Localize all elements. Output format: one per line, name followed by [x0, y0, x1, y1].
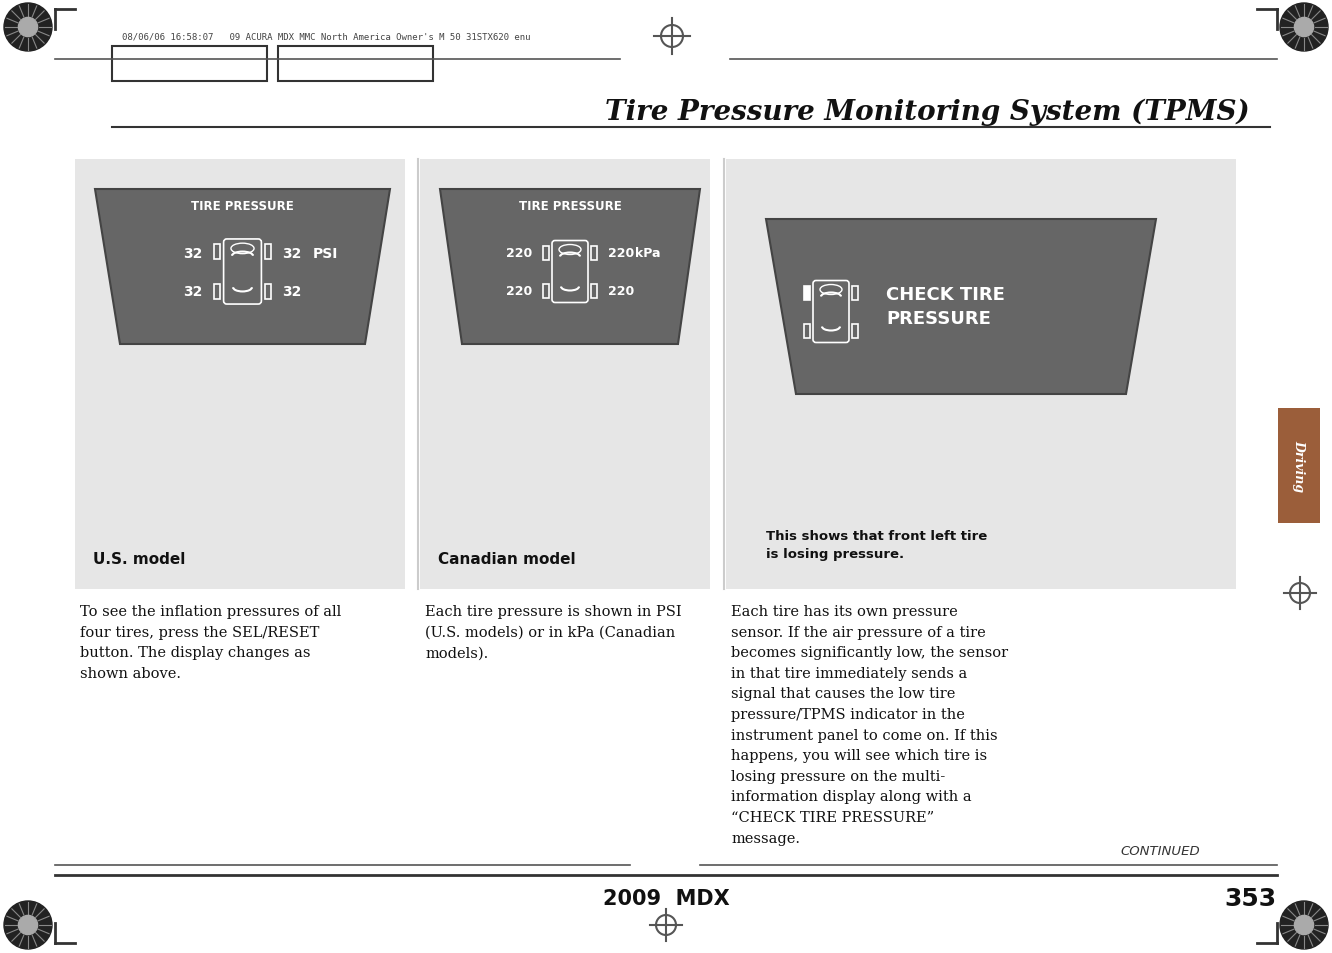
Bar [265, 285, 270, 299]
Circle shape [1295, 916, 1313, 935]
Text: kPa: kPa [635, 247, 661, 260]
Text: TIRE PRESSURE: TIRE PRESSURE [190, 200, 294, 213]
Circle shape [19, 18, 37, 37]
Bar [805, 324, 810, 338]
Text: TIRE PRESSURE: TIRE PRESSURE [518, 200, 621, 213]
Text: U.S. model: U.S. model [93, 552, 185, 567]
Bar [75, 160, 405, 589]
Bar [278, 47, 433, 82]
Text: PRESSURE: PRESSURE [886, 310, 991, 328]
Text: This shows that front left tire
is losing pressure.: This shows that front left tire is losin… [766, 530, 987, 560]
Bar [543, 284, 549, 298]
Text: 2009  MDX: 2009 MDX [602, 888, 730, 908]
Bar [1277, 409, 1320, 523]
Ellipse shape [559, 245, 581, 255]
Polygon shape [440, 190, 701, 345]
Text: PSI: PSI [313, 246, 338, 260]
Text: Each tire has its own pressure
sensor. If the air pressure of a tire
becomes sig: Each tire has its own pressure sensor. I… [731, 604, 1008, 844]
Circle shape [4, 901, 52, 949]
Bar [591, 246, 597, 260]
Text: 220: 220 [506, 247, 531, 260]
FancyBboxPatch shape [551, 241, 587, 303]
Ellipse shape [821, 285, 842, 295]
Text: Tire Pressure Monitoring System (TPMS): Tire Pressure Monitoring System (TPMS) [605, 98, 1249, 126]
FancyBboxPatch shape [813, 281, 848, 343]
FancyBboxPatch shape [224, 240, 261, 305]
Text: 353: 353 [1224, 886, 1276, 910]
Bar [852, 324, 858, 338]
Bar [852, 286, 858, 300]
Text: Driving: Driving [1292, 440, 1305, 492]
Bar [214, 245, 221, 259]
Bar [805, 286, 810, 300]
Text: CONTINUED: CONTINUED [1120, 844, 1200, 858]
Text: Canadian model: Canadian model [438, 552, 575, 567]
Text: Each tire pressure is shown in PSI
(U.S. models) or in kPa (Canadian
models).: Each tire pressure is shown in PSI (U.S.… [425, 604, 682, 659]
Text: 32: 32 [182, 284, 202, 298]
Text: 220: 220 [506, 285, 531, 297]
Polygon shape [95, 190, 390, 345]
Text: To see the inflation pressures of all
four tires, press the SEL/RESET
button. Th: To see the inflation pressures of all fo… [80, 604, 341, 680]
Text: 220: 220 [607, 285, 634, 297]
Bar [591, 284, 597, 298]
Circle shape [1280, 4, 1328, 52]
Text: CHECK TIRE: CHECK TIRE [886, 286, 1004, 304]
Bar [420, 160, 710, 589]
Bar [726, 160, 1236, 589]
Bar [214, 285, 221, 299]
Text: 32: 32 [182, 246, 202, 260]
Circle shape [1280, 901, 1328, 949]
Text: 220: 220 [607, 247, 634, 260]
Circle shape [19, 916, 37, 935]
Text: 08/06/06 16:58:07   09 ACURA MDX MMC North America Owner's M 50 31STX620 enu: 08/06/06 16:58:07 09 ACURA MDX MMC North… [123, 32, 530, 42]
Ellipse shape [230, 244, 254, 254]
Circle shape [1295, 18, 1313, 37]
Bar [265, 245, 270, 259]
Polygon shape [766, 220, 1156, 395]
Bar [543, 246, 549, 260]
Text: 32: 32 [282, 284, 302, 298]
Text: 32: 32 [282, 246, 302, 260]
Bar [112, 47, 266, 82]
Circle shape [4, 4, 52, 52]
